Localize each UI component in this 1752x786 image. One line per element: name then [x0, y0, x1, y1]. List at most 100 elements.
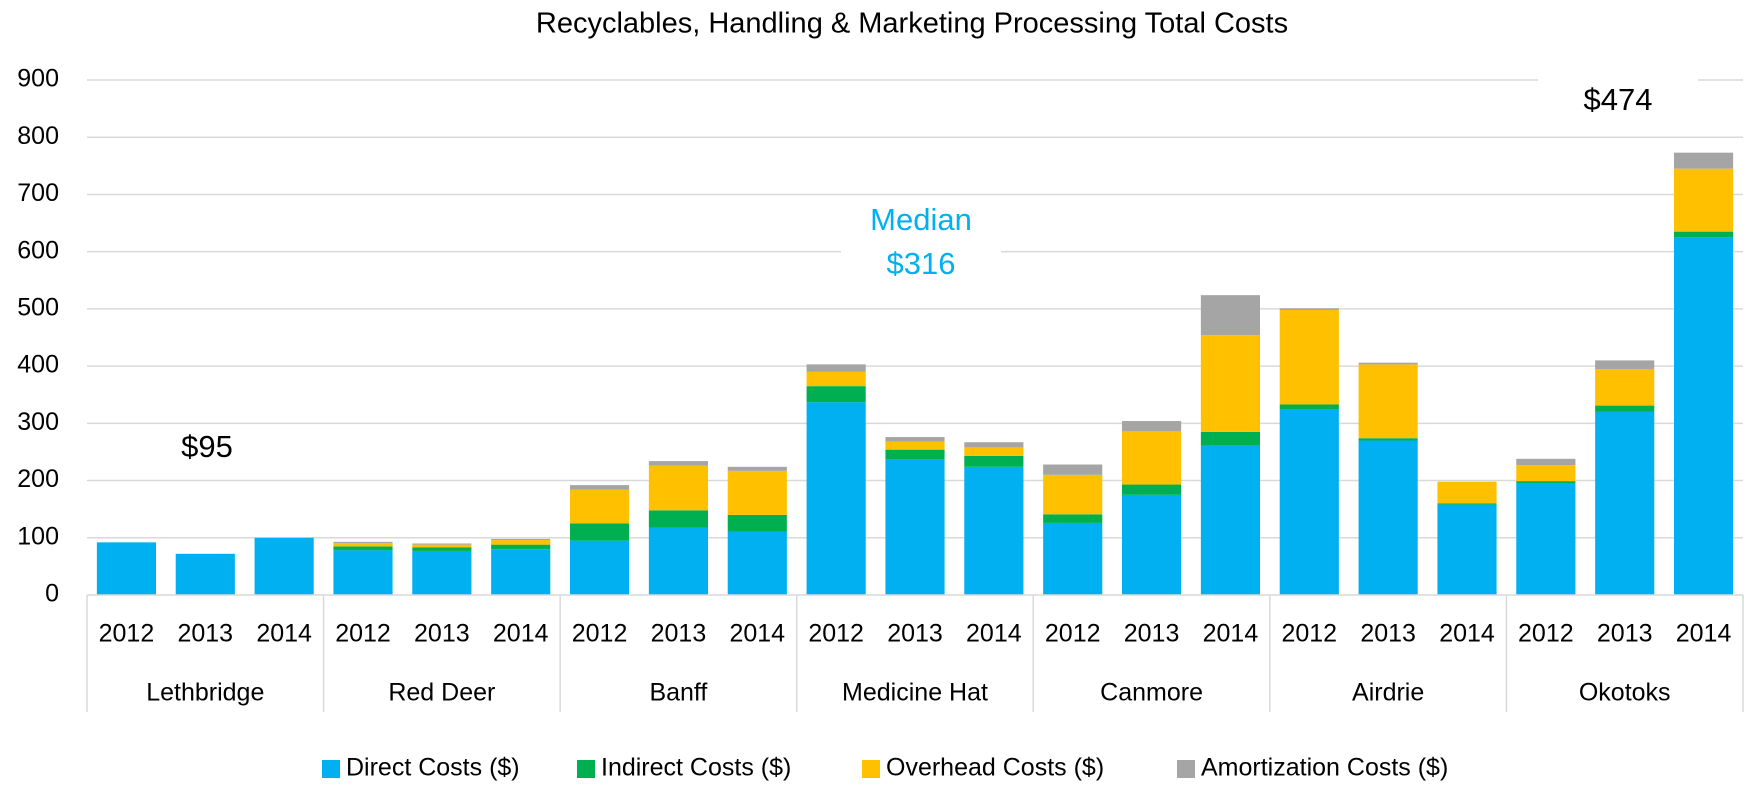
bar-segment [1279, 310, 1339, 405]
bar-segment [648, 510, 708, 528]
bar-segment [491, 540, 551, 545]
x-tick-label: 2012 [99, 620, 155, 648]
bar-segment [727, 531, 787, 595]
bar-segment [1674, 237, 1734, 595]
bar-segment [1043, 514, 1103, 523]
bar-segment [1516, 458, 1576, 466]
bar-segment [964, 466, 1024, 595]
bar-segment [648, 461, 708, 466]
y-tick-label: 700 [17, 179, 59, 207]
y-tick-label: 800 [17, 122, 59, 150]
annotation: $95 [181, 429, 233, 464]
bar-segment [1358, 440, 1418, 595]
group-label: Canmore [1100, 679, 1203, 707]
x-tick-label: 2012 [1045, 620, 1101, 648]
group-label: Medicine Hat [842, 679, 988, 707]
chart-title: Recyclables, Handling & Marketing Proces… [536, 8, 1288, 40]
x-tick-label: 2014 [729, 620, 785, 648]
y-tick-label: 600 [17, 236, 59, 264]
bar-segment [1122, 421, 1182, 432]
bar-segment [1043, 522, 1103, 595]
bar-segment [1358, 362, 1418, 365]
bar-segment [333, 541, 393, 543]
x-tick-label: 2014 [1439, 620, 1495, 648]
x-tick-label: 2013 [414, 620, 470, 648]
bar-segment [412, 544, 472, 548]
bar-segment [806, 364, 866, 372]
x-tick-label: 2013 [651, 620, 707, 648]
bar-segment [491, 538, 551, 541]
y-tick-label: 400 [17, 351, 59, 379]
x-tick-label: 2013 [887, 620, 943, 648]
y-tick-label: 300 [17, 408, 59, 436]
x-tick-label: 2013 [1360, 620, 1416, 648]
group-label: Red Deer [388, 679, 495, 707]
bar-segment [1595, 411, 1655, 595]
annotation: Median [870, 202, 972, 237]
x-tick-label: 2013 [1597, 620, 1653, 648]
bar-segment [648, 527, 708, 595]
x-tick-label: 2014 [493, 620, 549, 648]
bar-segment [885, 437, 945, 442]
bar-segment [1279, 409, 1339, 595]
bar-segment [727, 514, 787, 532]
bar-segment [491, 549, 551, 595]
bar-segment [1516, 483, 1576, 595]
legend-swatch [322, 760, 340, 778]
bar-segment [806, 402, 866, 595]
bar-segment [96, 542, 156, 595]
bar-segment [333, 550, 393, 595]
bar-segment [1674, 152, 1734, 169]
group-label: Banff [649, 679, 707, 707]
bar-segment [1200, 445, 1260, 595]
x-tick-label: 2012 [808, 620, 864, 648]
bar-segment [964, 442, 1024, 448]
x-tick-label: 2014 [966, 620, 1022, 648]
group-label: Airdrie [1352, 679, 1424, 707]
bar-segment [1122, 494, 1182, 595]
bar-segment [1595, 360, 1655, 369]
bar-segment [412, 550, 472, 595]
bar-segment [1595, 405, 1655, 412]
x-tick-label: 2013 [177, 620, 233, 648]
bar-segment [727, 466, 787, 471]
legend-swatch [1177, 760, 1195, 778]
bar-segment [727, 470, 787, 515]
bar-segment [1437, 503, 1497, 505]
bar-segment [1437, 481, 1497, 504]
bar-segment [1122, 431, 1182, 485]
x-tick-label: 2012 [1518, 620, 1574, 648]
bar-segment [1358, 438, 1418, 441]
bar-segment [806, 371, 866, 387]
bar-segment [570, 489, 630, 524]
bar-segment [885, 449, 945, 460]
bar-segment [412, 543, 472, 545]
bar-segment [885, 459, 945, 595]
bar-segment [1200, 335, 1260, 432]
y-tick-label: 200 [17, 465, 59, 493]
bar-segment [333, 542, 393, 547]
bar-segment [648, 465, 708, 511]
x-tick-label: 2013 [1124, 620, 1180, 648]
legend-label: Amortization Costs ($) [1201, 754, 1448, 782]
x-tick-label: 2012 [335, 620, 391, 648]
x-tick-label: 2014 [256, 620, 312, 648]
x-tick-label: 2012 [1281, 620, 1337, 648]
legend-swatch [577, 760, 595, 778]
bar-segment [570, 523, 630, 541]
annotation-bg [841, 198, 1001, 286]
bar-segment [885, 441, 945, 450]
bar-segment [491, 544, 551, 550]
x-tick-label: 2014 [1676, 620, 1732, 648]
bar-segment [806, 386, 866, 403]
bar-segment [1674, 168, 1734, 232]
bar-segment [570, 540, 630, 595]
bar-segment [1043, 464, 1103, 475]
bar-segment [1437, 504, 1497, 595]
bar-segment [964, 455, 1024, 467]
annotation-bg [127, 425, 287, 469]
bar-segment [1516, 465, 1576, 482]
legend-label: Direct Costs ($) [346, 754, 520, 782]
x-tick-label: 2014 [1203, 620, 1259, 648]
